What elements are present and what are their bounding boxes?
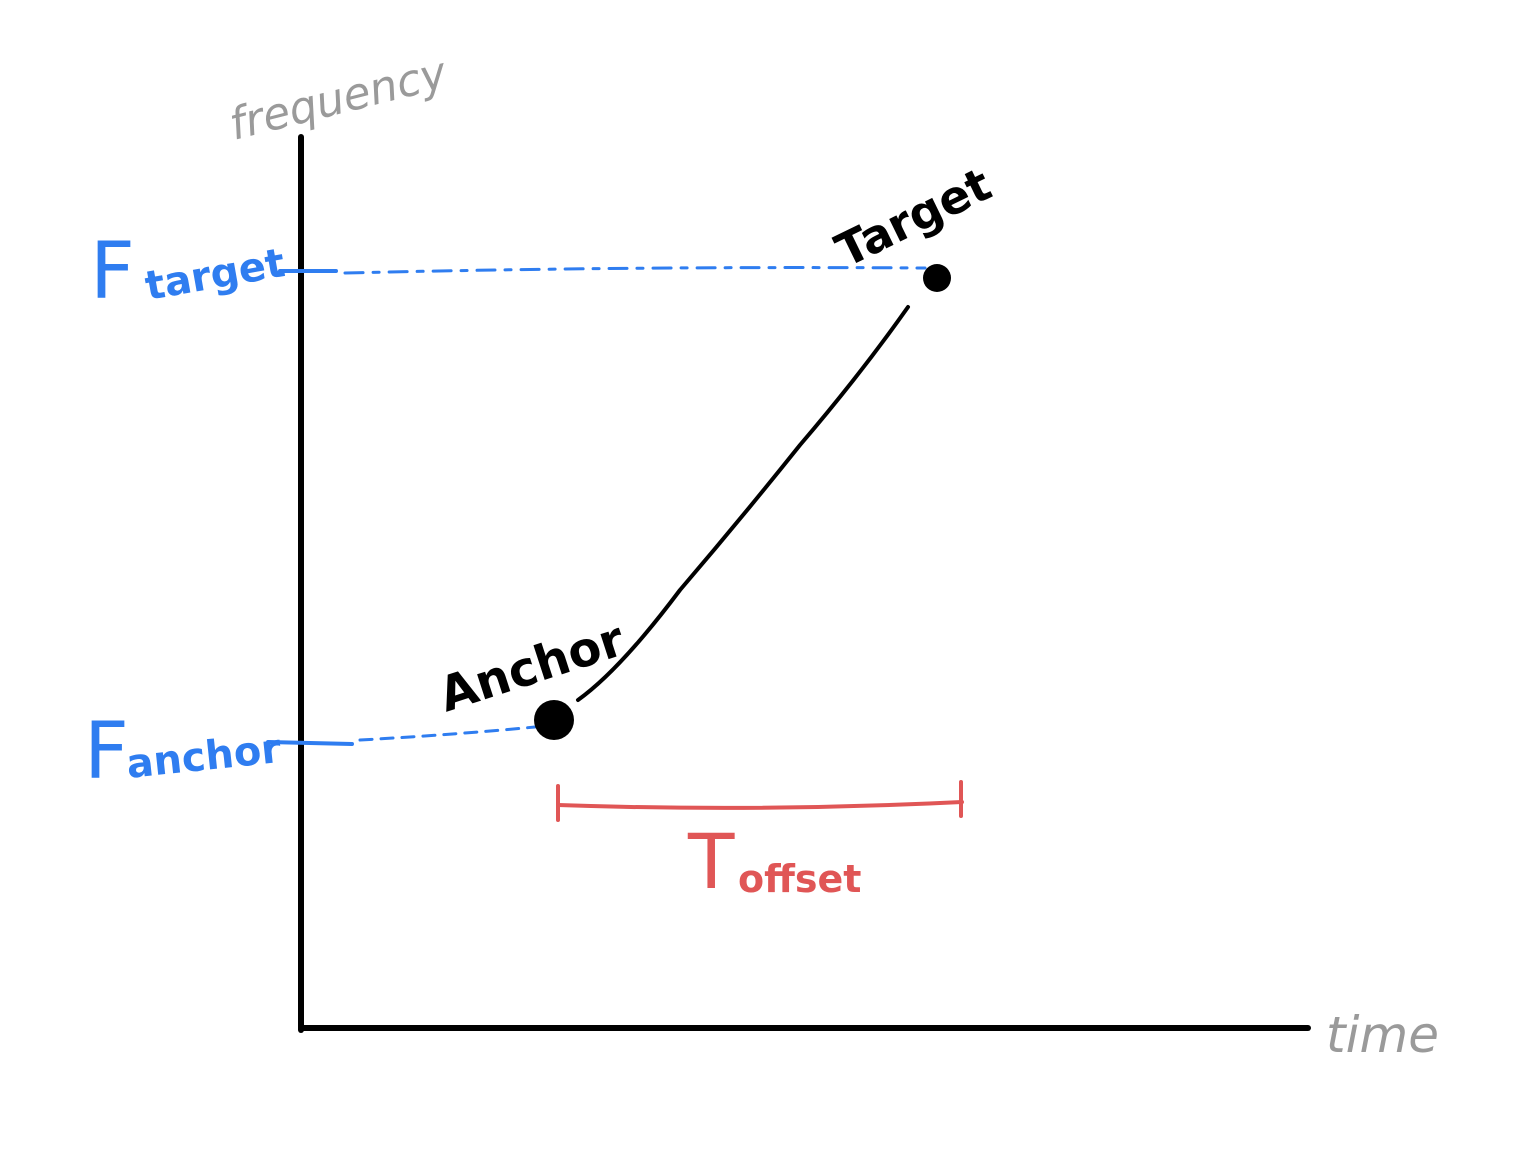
t-offset-label-sub: offset <box>738 857 861 901</box>
t-offset-label: T offset <box>687 817 861 906</box>
y-axis-label: frequency <box>224 47 452 150</box>
offset-bracket-line <box>556 800 964 810</box>
time-offset-bracket <box>556 780 964 822</box>
target-point <box>923 264 951 292</box>
t-offset-label-main: T <box>687 817 735 906</box>
target-label: Target <box>827 157 999 278</box>
f-anchor-label-sub: anchor <box>124 726 283 788</box>
f-anchor-label-main: F <box>84 707 129 797</box>
f-anchor-guide-line <box>358 725 537 742</box>
f-anchor-label: F anchor <box>84 707 283 797</box>
f-target-guide-line <box>343 266 927 275</box>
f-target-label: F target <box>90 227 288 317</box>
x-axis-label: time <box>1326 1006 1439 1064</box>
f-target-label-sub: target <box>142 240 289 310</box>
anchor-point <box>534 700 574 740</box>
anchor-label: Anchor <box>432 611 631 723</box>
f-target-label-main: F <box>90 227 135 317</box>
f-anchor-tick <box>266 740 354 746</box>
anchor-target-connection <box>576 305 910 702</box>
